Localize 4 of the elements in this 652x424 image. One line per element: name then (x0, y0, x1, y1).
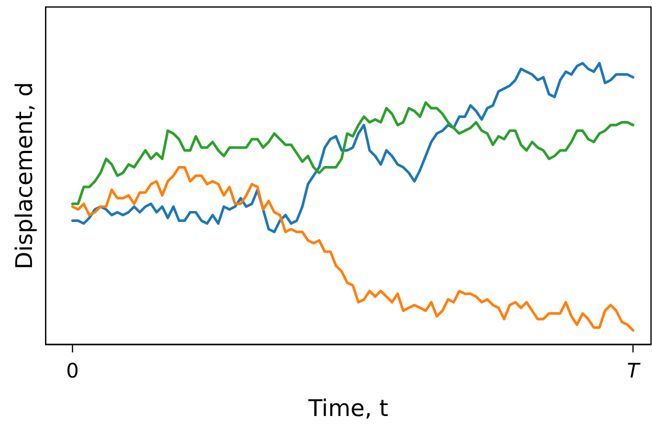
x-tick-label: T (626, 358, 641, 383)
x-tick-label: 0 (66, 358, 79, 383)
x-axis-title: Time, t (307, 396, 388, 422)
y-axis-title: Displacement, d (12, 82, 38, 270)
